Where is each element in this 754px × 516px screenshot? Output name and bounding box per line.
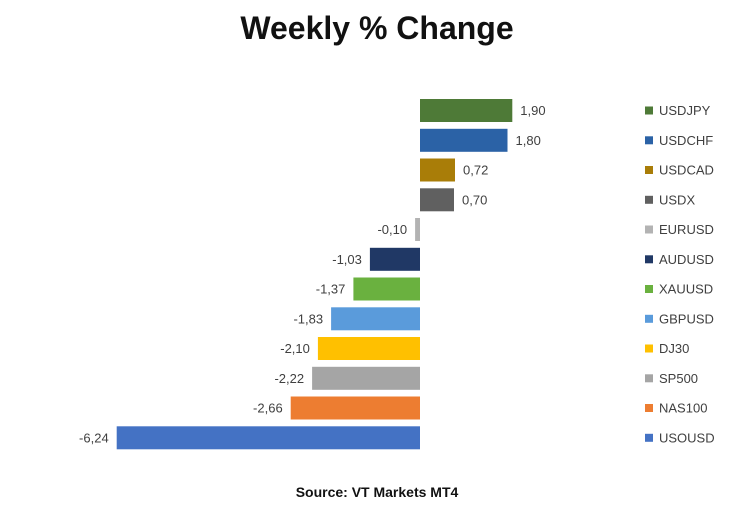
legend-label-audusd: AUDUSD (659, 252, 714, 267)
legend-swatch-usdjpy (645, 106, 653, 115)
bar-usdcad (420, 158, 455, 182)
legend-label-usdcad: USDCAD (659, 163, 714, 178)
legend-swatch-gbpusd (645, 314, 653, 323)
bar-usdjpy (420, 99, 513, 122)
data-label-gbpusd: -1,83 (293, 311, 323, 326)
data-label-sp500: -2,22 (274, 371, 304, 386)
bar-gbpusd (331, 307, 420, 331)
legend-label-dj30: DJ30 (659, 341, 689, 356)
bar-nas100 (290, 396, 420, 420)
legend-swatch-audusd (645, 255, 653, 264)
legend-swatch-nas100 (645, 404, 653, 412)
legend-label-sp500: SP500 (659, 371, 698, 386)
legend-swatch-eurusd (645, 225, 653, 234)
bar-audusd (369, 247, 420, 271)
legend-swatch-usdx (645, 195, 653, 204)
bar-usdx (420, 188, 454, 212)
bar-usdchf (420, 128, 508, 152)
legend-label-usousd: USOUSD (659, 430, 715, 445)
legend-label-usdchf: USDCHF (659, 133, 713, 148)
bar-usousd (116, 426, 420, 450)
legend-label-usdjpy: USDJPY (659, 103, 711, 118)
data-label-usdchf: 1,80 (516, 133, 541, 148)
legend-swatch-sp500 (645, 374, 653, 383)
legend-swatch-xauusd (645, 285, 653, 293)
legend-swatch-usdcad (645, 166, 653, 174)
chart-source: Source: VT Markets MT4 (295, 484, 459, 500)
chart-title: Weekly % Change (240, 10, 514, 46)
data-label-dj30: -2,10 (280, 341, 310, 356)
legend-label-xauusd: XAUUSD (659, 282, 713, 297)
data-label-audusd: -1,03 (332, 252, 362, 267)
bar-eurusd (415, 218, 420, 241)
legend-swatch-usousd (645, 433, 653, 442)
legend-label-eurusd: EURUSD (659, 222, 714, 237)
data-label-usdjpy: 1,90 (520, 103, 545, 118)
legend-label-gbpusd: GBPUSD (659, 311, 714, 326)
legend-label-usdx: USDX (659, 192, 695, 207)
legend-swatch-dj30 (645, 344, 653, 353)
bar-xauusd (353, 277, 420, 301)
data-label-usdcad: 0,72 (463, 163, 488, 178)
bar-dj30 (317, 337, 420, 360)
legend-label-nas100: NAS100 (659, 401, 707, 416)
legend-swatch-usdchf (645, 136, 653, 145)
data-label-usousd: -6,24 (79, 430, 109, 445)
data-label-usdx: 0,70 (462, 192, 487, 207)
data-label-nas100: -2,66 (253, 401, 283, 416)
data-label-xauusd: -1,37 (316, 282, 346, 297)
bar-sp500 (312, 366, 420, 390)
data-label-eurusd: -0,10 (377, 222, 407, 237)
